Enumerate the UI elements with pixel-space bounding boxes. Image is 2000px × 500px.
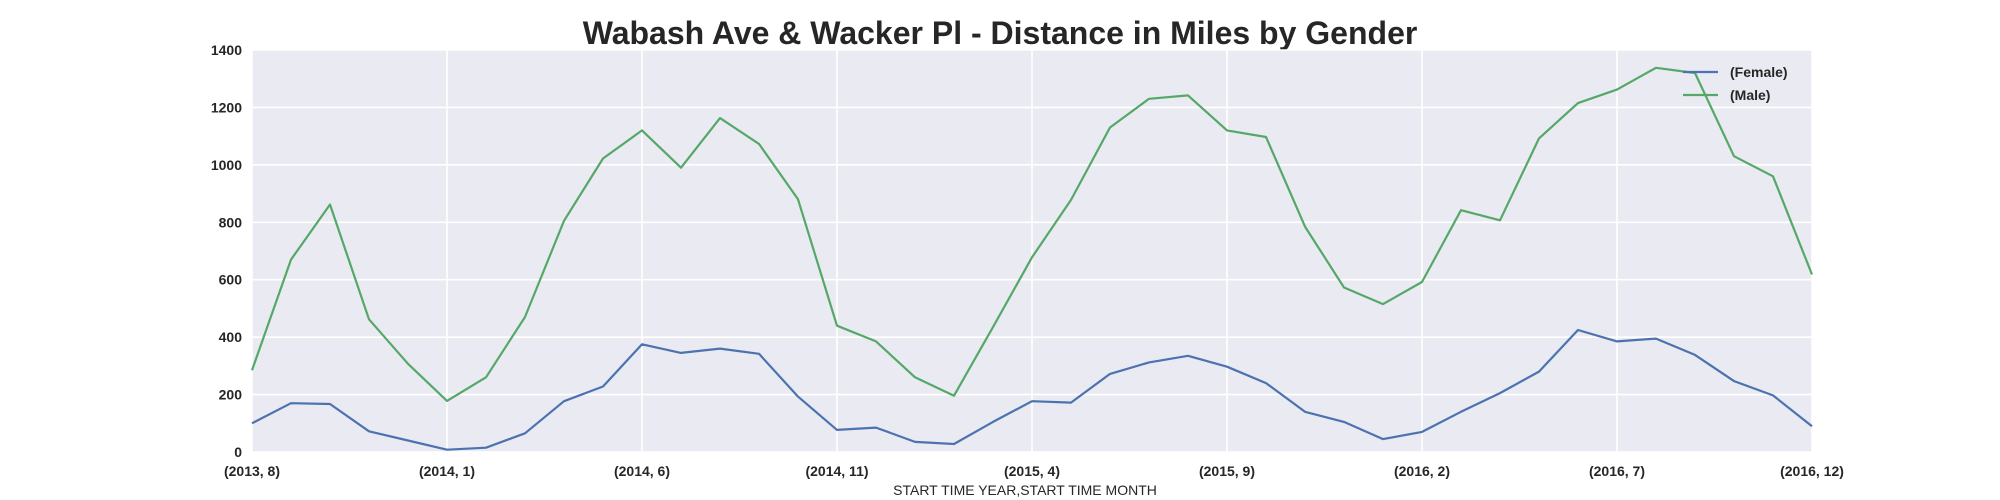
y-tick-label: 600 [219, 272, 243, 288]
y-tick-label: 800 [219, 214, 243, 230]
series-lines [250, 66, 1814, 451]
x-tick-label: (2016, 7) [1589, 463, 1645, 479]
chart-title: Wabash Ave & Wacker Pl - Distance in Mil… [583, 15, 1418, 51]
x-axis-ticks: (2013, 8) (2014, 1) (2014, 6) (2014, 11) (20… [224, 463, 1844, 479]
y-tick-label: 200 [219, 387, 243, 403]
legend: (Female) (Male) [1683, 64, 1788, 103]
x-axis-label: START TIME YEAR,START TIME MONTH [893, 482, 1157, 498]
x-tick-label: (2014, 1) [419, 463, 475, 479]
y-tick-label: 400 [219, 329, 243, 345]
y-tick-label: 1200 [211, 99, 242, 115]
x-tick-label: (2014, 11) [805, 463, 868, 479]
x-tick-label: (2016, 12) [1780, 463, 1844, 479]
y-tick-label: 1000 [211, 157, 242, 173]
legend-label-0: (Female) [1730, 64, 1788, 80]
y-tick-label: 1400 [211, 42, 242, 58]
x-tick-label: (2013, 8) [224, 463, 280, 479]
series-line-0 [251, 328, 1813, 451]
x-tick-label: (2014, 6) [614, 463, 670, 479]
series-line-1 [250, 66, 1814, 402]
x-tick-label: (2015, 4) [1004, 463, 1060, 479]
y-tick-label: 0 [234, 444, 242, 460]
x-tick-label: (2015, 9) [1199, 463, 1255, 479]
legend-label-1: (Male) [1730, 87, 1770, 103]
y-axis-ticks: 0 200 400 600 800 1000 1200 1400 [211, 42, 242, 460]
x-tick-label: (2016, 2) [1394, 463, 1450, 479]
